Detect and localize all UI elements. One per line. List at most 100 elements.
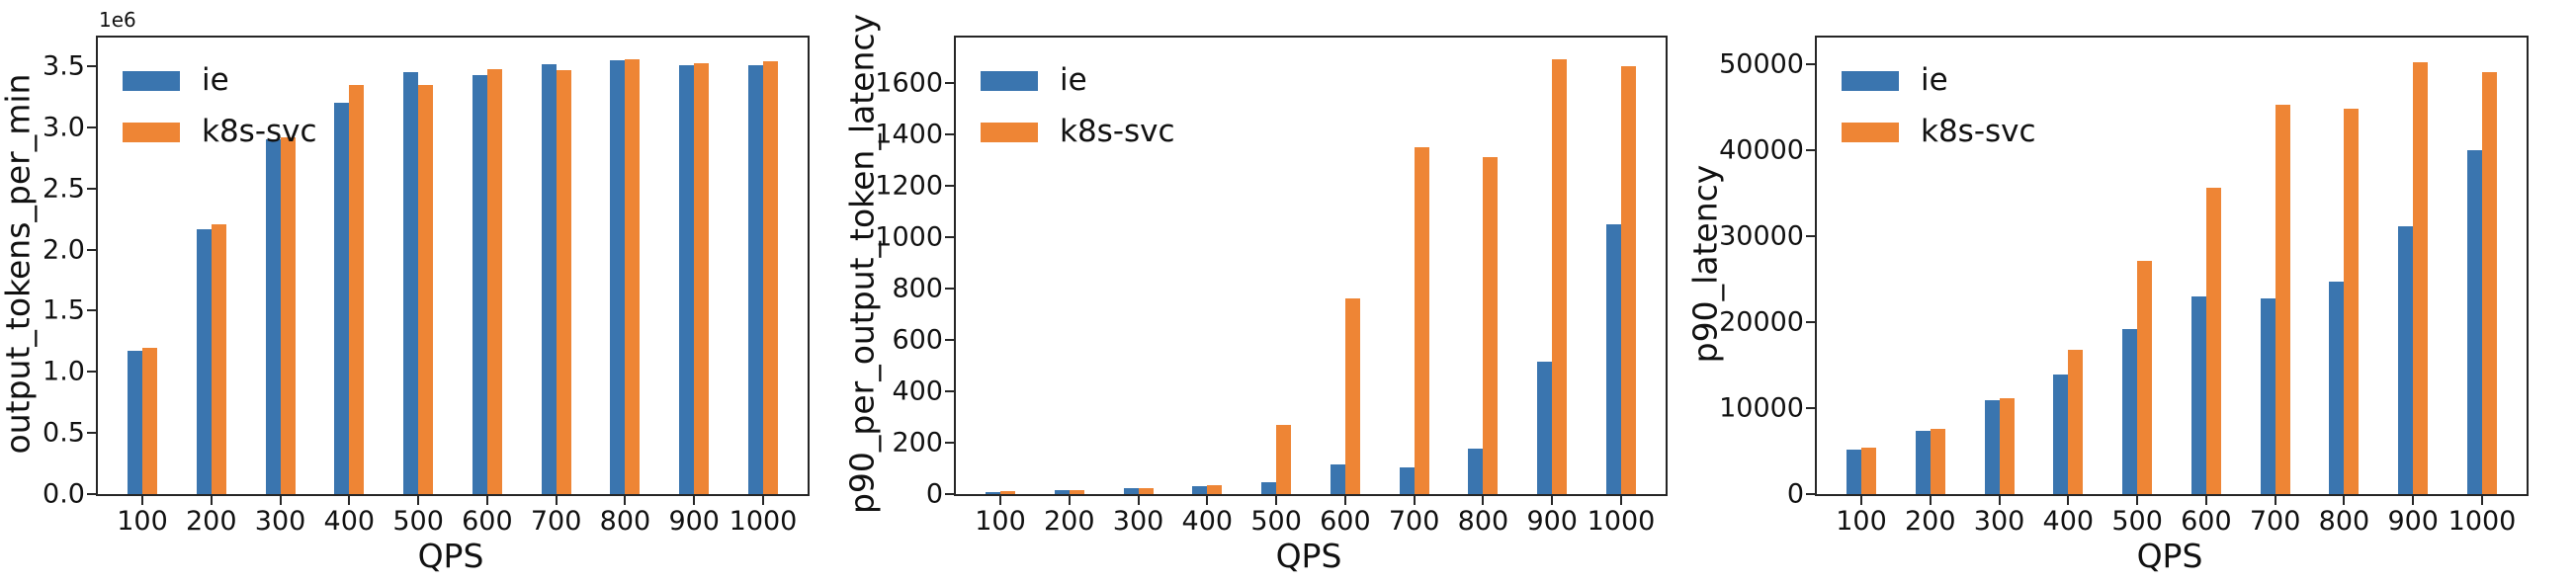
x-tick-mark <box>1275 496 1278 505</box>
bar-ie-900 <box>679 64 695 494</box>
y-tick-label: 0 <box>1786 478 1804 510</box>
bar-k8s-svc-200 <box>211 223 226 494</box>
plot-area: 0 10000 20000 30000 40000 50000 100 200 300 400 50… <box>1719 36 2529 537</box>
bar-ie-500 <box>403 72 419 494</box>
y-tick-label: 30000 <box>1719 220 1804 252</box>
y-tick-label: 3.0 <box>43 112 85 143</box>
x-tick-label: 400 <box>2042 506 2095 537</box>
legend-item: k8s-svc <box>1842 117 2036 147</box>
x-tick-mark <box>2343 496 2346 505</box>
x-tick-label: 600 <box>1320 506 1371 537</box>
x-tick-label: 1000 <box>2447 506 2517 537</box>
bar-ie-800 <box>1468 449 1484 494</box>
x-tick-mark <box>210 496 213 505</box>
bar-ie-200 <box>1915 430 1931 494</box>
y-axis-label: output_tokens_per_min <box>0 73 38 455</box>
y-tick-mark <box>945 81 954 84</box>
y-tick-mark <box>1806 62 1815 65</box>
x-tick-label: 900 <box>668 506 720 537</box>
y-axis-label: p90_latency <box>1685 164 1725 364</box>
y-tick-label: 1400 <box>875 119 943 150</box>
legend-item: ie <box>1842 65 2036 96</box>
y-axis-scale-offset: 1e6 <box>99 8 136 32</box>
x-tick-label: 1000 <box>729 506 798 537</box>
x-tick-mark <box>417 496 420 505</box>
y-tick-mark <box>87 371 96 374</box>
x-tick-mark <box>693 496 696 505</box>
bar-k8s-svc-1000 <box>2482 71 2497 494</box>
bar-ie-300 <box>1984 400 2000 494</box>
x-tick-mark <box>762 496 764 505</box>
x-tick-label: 700 <box>530 506 582 537</box>
x-axis-label: QPS <box>1275 537 1342 575</box>
x-tick-mark <box>2136 496 2139 505</box>
bar-ie-200 <box>196 229 212 494</box>
y-tick-mark <box>945 287 954 290</box>
y-tick-mark <box>945 493 954 495</box>
bar-k8s-svc-500 <box>1276 424 1292 494</box>
bar-ie-600 <box>472 74 487 494</box>
y-tick-mark <box>87 248 96 251</box>
x-tick-mark <box>348 496 351 505</box>
legend-swatch-ie <box>981 70 1038 91</box>
x-tick-label: 500 <box>2111 506 2163 537</box>
bar-k8s-svc-400 <box>2068 349 2084 494</box>
legend-swatch-ie <box>123 70 180 91</box>
bar-ie-1000 <box>1606 223 1621 494</box>
bar-k8s-svc-400 <box>1207 484 1223 494</box>
y-tick-mark <box>87 125 96 128</box>
bar-k8s-svc-300 <box>1999 398 2015 494</box>
y-tick-mark <box>1806 148 1815 151</box>
legend-item: ie <box>981 65 1175 96</box>
x-tick-mark <box>1206 496 1209 505</box>
bar-ie-800 <box>610 59 626 494</box>
y-tick-label: 2.5 <box>43 173 85 205</box>
bar-ie-100 <box>986 491 1000 494</box>
y-tick-label: 1.5 <box>43 294 85 326</box>
y-tick-mark <box>1806 234 1815 237</box>
legend-swatch-k8s-svc <box>981 122 1038 142</box>
x-tick-mark <box>1929 496 1932 505</box>
bar-ie-500 <box>1261 481 1277 494</box>
bar-k8s-svc-400 <box>349 84 365 494</box>
bar-ie-900 <box>1537 361 1553 494</box>
bar-k8s-svc-900 <box>2413 62 2429 494</box>
x-tick-label: 700 <box>1388 506 1440 537</box>
x-tick-label: 100 <box>975 506 1026 537</box>
legend-label: ie <box>1060 62 1087 98</box>
x-tick-label: 100 <box>117 506 168 537</box>
y-tick-mark <box>1806 493 1815 495</box>
x-tick-mark <box>2067 496 2070 505</box>
y-tick-label: 0 <box>925 478 943 510</box>
x-tick-label: 500 <box>1250 506 1302 537</box>
plot-area: 0.0 0.5 1.0 1.5 2.0 2.5 3.0 3.5 100 200 300 400 500 6… <box>43 36 810 537</box>
x-tick-mark <box>1482 496 1485 505</box>
legend-swatch-ie <box>1842 70 1899 91</box>
bar-k8s-svc-500 <box>418 84 434 494</box>
x-tick-label: 800 <box>2318 506 2370 537</box>
y-tick-label: 1.0 <box>43 356 85 387</box>
legend-label: k8s-svc <box>1921 114 2036 149</box>
bar-k8s-svc-300 <box>280 137 296 494</box>
x-tick-label: 300 <box>254 506 306 537</box>
x-tick-label: 900 <box>2387 506 2439 537</box>
bar-k8s-svc-600 <box>2205 188 2221 494</box>
y-tick-label: 2.0 <box>43 234 85 266</box>
x-tick-mark <box>2481 496 2483 505</box>
y-tick-label: 1600 <box>875 67 943 99</box>
bar-ie-400 <box>1192 486 1208 494</box>
x-tick-mark <box>485 496 488 505</box>
x-axis-label: QPS <box>417 537 484 575</box>
bar-k8s-svc-100 <box>1000 491 1015 494</box>
x-axis-label: QPS <box>2136 537 2203 575</box>
y-tick-mark <box>1806 406 1815 409</box>
x-tick-mark <box>141 496 143 505</box>
x-tick-mark <box>1413 496 1416 505</box>
legend-swatch-k8s-svc <box>1842 122 1899 142</box>
x-tick-mark <box>1998 496 2001 505</box>
bar-ie-300 <box>265 138 281 494</box>
bar-k8s-svc-900 <box>1552 59 1568 494</box>
